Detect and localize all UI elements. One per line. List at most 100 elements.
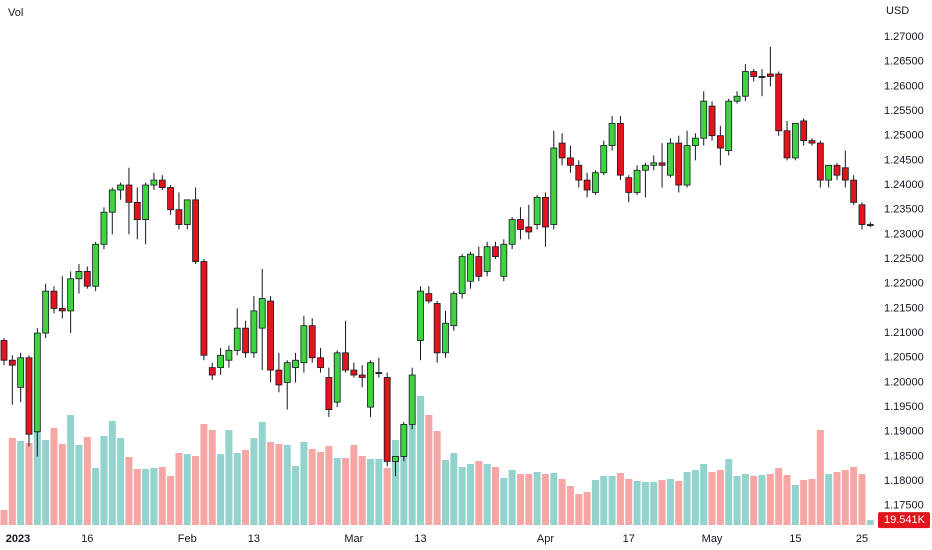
volume-bar <box>267 442 275 525</box>
volume-bar <box>650 482 658 525</box>
candle-body <box>192 199 199 262</box>
candle-body <box>250 310 258 354</box>
volume-bar <box>317 452 325 525</box>
candle-body <box>775 73 783 132</box>
volume-bar <box>25 443 33 525</box>
volume-bar <box>458 467 466 525</box>
candle-body <box>683 145 691 186</box>
candle-body <box>217 354 224 369</box>
x-tick-label: Apr <box>537 533 554 545</box>
volume-bar <box>466 464 474 525</box>
candle-body <box>142 184 150 220</box>
candle-body <box>350 369 358 376</box>
volume-bar <box>200 424 208 525</box>
volume-bar <box>491 467 499 525</box>
y-tick-label: 1.17500 <box>884 500 924 512</box>
volume-bar <box>408 416 416 525</box>
y-tick-label: 1.22000 <box>884 278 924 290</box>
volume-bar <box>17 441 25 525</box>
y-tick-label: 1.23500 <box>884 204 924 216</box>
y-tick-label: 1.20000 <box>884 376 924 388</box>
volume-bar <box>858 474 866 525</box>
volume-bar <box>367 459 375 525</box>
volume-bar <box>67 415 75 525</box>
candle-body <box>200 261 208 356</box>
volume-bar <box>333 458 341 525</box>
volume-bar <box>425 415 433 525</box>
candle-body <box>225 349 233 361</box>
candle-body <box>342 352 349 371</box>
volume-bar <box>350 445 358 525</box>
volume-bar <box>150 468 158 525</box>
volume-bar <box>108 421 116 525</box>
candle-body <box>866 224 874 226</box>
volume-bar <box>833 472 841 525</box>
volume-bar <box>508 470 516 525</box>
candle-body <box>458 256 466 295</box>
volume-bar <box>625 479 633 525</box>
volume-bar <box>417 396 424 525</box>
volume-bar <box>741 474 749 525</box>
candle-body <box>567 157 574 166</box>
volume-bar <box>616 473 624 525</box>
volume-bar <box>33 430 41 525</box>
volume-bar <box>641 482 649 525</box>
volume-bar <box>841 470 849 525</box>
volume-bar <box>658 480 666 525</box>
volume-bar <box>342 458 350 525</box>
candle-body <box>167 187 175 211</box>
volume-bar <box>225 430 233 525</box>
candle-body <box>150 179 158 186</box>
x-tick-label: Mar <box>344 533 363 545</box>
volume-bar <box>783 475 791 525</box>
volume-bar <box>441 460 449 525</box>
volume-bar <box>142 469 150 525</box>
candle-body <box>42 290 50 334</box>
x-tick-label: 25 <box>856 533 868 545</box>
candle-body <box>741 71 749 97</box>
candle-body <box>733 95 741 102</box>
y-tick-label: 1.22500 <box>884 253 924 265</box>
candle-body <box>850 179 858 203</box>
candle-body <box>750 71 758 77</box>
candle-body <box>433 303 441 354</box>
candle-body <box>267 300 274 371</box>
candle-body <box>808 140 816 144</box>
y-tick-label: 1.19000 <box>884 426 924 438</box>
volume-bar <box>433 431 441 525</box>
candle-body <box>633 169 641 193</box>
volume-last-label: 19.541K <box>884 514 926 526</box>
volume-bar <box>708 472 716 525</box>
volume-bar <box>750 476 758 525</box>
candle-body <box>175 209 183 225</box>
candle-body <box>275 369 283 386</box>
candle-body <box>583 179 591 191</box>
candle-body <box>667 142 674 176</box>
candle-body <box>542 196 549 228</box>
candle-body <box>25 357 33 435</box>
candle-body <box>825 164 833 181</box>
volume-bar <box>358 456 366 525</box>
candle-body <box>517 219 524 230</box>
x-tick-label: Feb <box>178 533 197 545</box>
candle-body <box>208 367 216 376</box>
candle-body <box>791 122 799 159</box>
candle-body <box>100 211 108 245</box>
volume-bar <box>533 472 541 525</box>
volume-bar <box>292 466 300 525</box>
candle-body <box>575 164 583 181</box>
candle-body <box>766 73 774 77</box>
volume-bar <box>608 476 616 525</box>
candle-body <box>658 162 666 166</box>
candle-body <box>450 293 458 327</box>
volume-bar <box>725 459 733 525</box>
candle-body <box>833 164 841 176</box>
volume-bar <box>516 474 524 525</box>
candle-body <box>558 142 566 159</box>
volume-bar <box>633 481 641 525</box>
volume-bar <box>117 438 125 525</box>
y-tick-label: 1.27000 <box>884 31 924 43</box>
volume-bar <box>283 445 291 525</box>
y-tick-label: 1.20500 <box>884 352 924 364</box>
